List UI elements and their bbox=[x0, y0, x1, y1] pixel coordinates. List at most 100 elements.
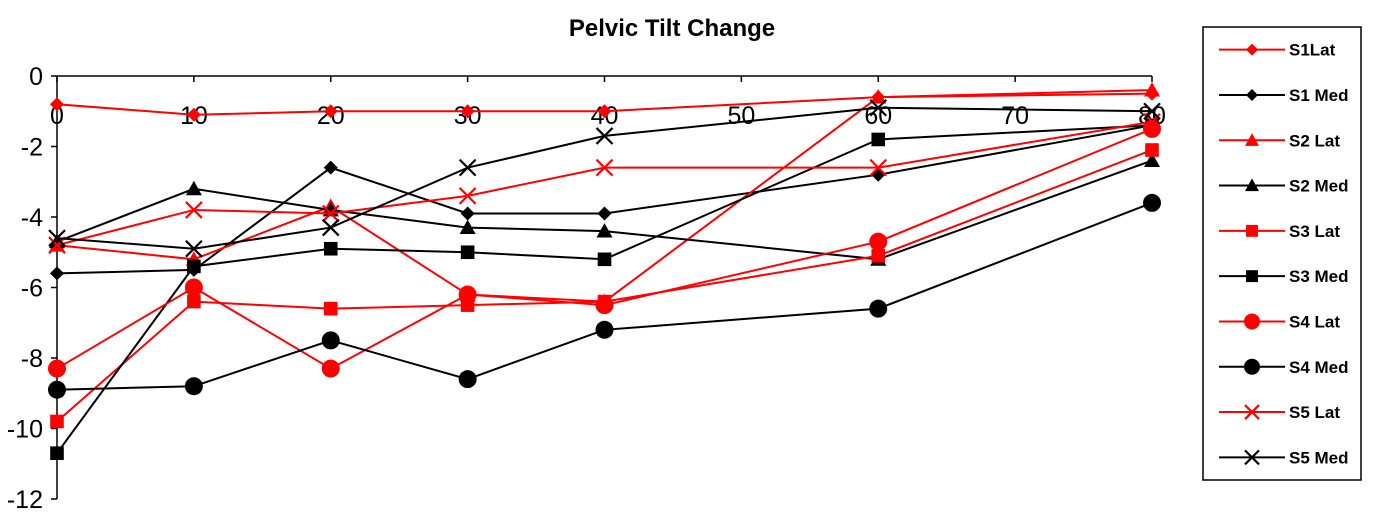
data-point bbox=[48, 236, 66, 254]
y-tick-label: -8 bbox=[21, 345, 43, 373]
legend-item: S1 Med bbox=[1219, 86, 1349, 105]
legend-label: S1Lat bbox=[1289, 41, 1336, 60]
y-tick-label: -10 bbox=[7, 416, 43, 444]
x-marker-stroke bbox=[48, 236, 66, 254]
series-5 bbox=[50, 118, 1159, 460]
y-tick-label: 0 bbox=[29, 63, 43, 91]
x-marker-stroke bbox=[458, 187, 477, 205]
chart-title: Pelvic Tilt Change bbox=[569, 15, 775, 42]
x-marker-stroke bbox=[869, 98, 888, 117]
legend-item: S3 Lat bbox=[1219, 222, 1340, 241]
data-point bbox=[596, 223, 613, 238]
data-point bbox=[869, 299, 888, 318]
x-marker-stroke bbox=[869, 158, 888, 177]
x-marker-stroke bbox=[48, 229, 66, 247]
data-point bbox=[869, 158, 888, 177]
data-point bbox=[595, 296, 614, 315]
data-point bbox=[458, 285, 477, 304]
legend-item: S1Lat bbox=[1219, 41, 1336, 60]
legend-marker bbox=[1245, 133, 1259, 146]
x-marker-stroke bbox=[595, 127, 614, 145]
legend-marker bbox=[1246, 43, 1258, 56]
series-9 bbox=[48, 98, 1161, 258]
data-point bbox=[595, 158, 614, 177]
legend-item: S2 Lat bbox=[1219, 131, 1340, 150]
legend-label: S3 Med bbox=[1289, 267, 1349, 286]
legend-item: S4 Med bbox=[1219, 358, 1349, 377]
data-point bbox=[50, 414, 64, 429]
data-point bbox=[459, 219, 476, 234]
data-point bbox=[458, 158, 477, 177]
data-point bbox=[597, 252, 612, 267]
legend-label: S1 Med bbox=[1289, 86, 1349, 105]
data-point bbox=[869, 98, 888, 117]
data-point bbox=[50, 446, 64, 460]
data-point bbox=[187, 294, 201, 309]
y-tick-label: -4 bbox=[21, 204, 43, 232]
x-marker-stroke bbox=[185, 239, 203, 258]
legend-marker bbox=[1244, 313, 1260, 330]
legend-label: S4 Med bbox=[1289, 358, 1349, 377]
legend-marker bbox=[1244, 404, 1260, 420]
data-point bbox=[185, 201, 203, 219]
data-point bbox=[186, 107, 201, 122]
x-marker-stroke bbox=[595, 158, 614, 177]
x-marker-stroke bbox=[321, 218, 340, 237]
series-line bbox=[56, 124, 1153, 454]
data-point bbox=[321, 331, 340, 350]
data-point bbox=[1143, 193, 1161, 212]
data-point bbox=[323, 160, 338, 175]
data-point bbox=[185, 180, 202, 196]
legend-item: S5 Med bbox=[1219, 448, 1349, 467]
data-point bbox=[870, 89, 887, 104]
data-point bbox=[48, 359, 66, 378]
data-point bbox=[185, 239, 203, 258]
data-point bbox=[323, 301, 338, 316]
x-tick-label: 0 bbox=[50, 102, 64, 130]
data-point bbox=[595, 127, 614, 145]
data-point bbox=[321, 204, 340, 223]
legend-label: S2 Lat bbox=[1289, 131, 1340, 150]
legend-label: S3 Lat bbox=[1289, 222, 1340, 241]
data-point bbox=[323, 241, 338, 256]
legend-marker bbox=[1244, 449, 1260, 466]
series-4 bbox=[50, 143, 1159, 429]
data-point bbox=[597, 104, 612, 119]
legend-item: S3 Med bbox=[1219, 267, 1349, 286]
x-marker-stroke bbox=[185, 201, 203, 219]
x-marker-stroke bbox=[1244, 404, 1260, 420]
data-point bbox=[458, 187, 477, 205]
data-point bbox=[1143, 102, 1161, 121]
data-point bbox=[1144, 82, 1160, 97]
legend-marker bbox=[1245, 178, 1259, 192]
series-line bbox=[56, 124, 1153, 275]
series-line bbox=[56, 149, 1153, 423]
data-point bbox=[1144, 152, 1160, 167]
legend-label: S5 Med bbox=[1289, 448, 1349, 467]
data-point bbox=[321, 359, 340, 378]
series-6 bbox=[48, 119, 1161, 378]
legend-label: S5 Lat bbox=[1289, 403, 1340, 422]
data-point bbox=[50, 266, 64, 281]
data-point bbox=[460, 245, 475, 260]
data-point bbox=[1143, 119, 1161, 138]
data-point bbox=[458, 370, 477, 389]
legend-item: S5 Lat bbox=[1219, 403, 1340, 422]
data-point bbox=[1145, 143, 1159, 157]
legend-marker bbox=[1244, 358, 1260, 375]
legend-label: S4 Lat bbox=[1289, 312, 1340, 331]
y-tick-label: -12 bbox=[7, 486, 43, 514]
legend-marker bbox=[1246, 270, 1258, 283]
data-point bbox=[871, 167, 886, 182]
data-point bbox=[184, 278, 203, 297]
series-7 bbox=[48, 193, 1161, 399]
data-point bbox=[48, 229, 66, 247]
data-point bbox=[871, 248, 886, 263]
data-point bbox=[869, 232, 888, 251]
plot-area: 0-2-4-6-8-10-1201020304050607080 bbox=[7, 63, 1166, 514]
legend-box bbox=[1202, 26, 1362, 481]
x-marker-stroke bbox=[1143, 102, 1161, 121]
data-point bbox=[48, 380, 66, 399]
